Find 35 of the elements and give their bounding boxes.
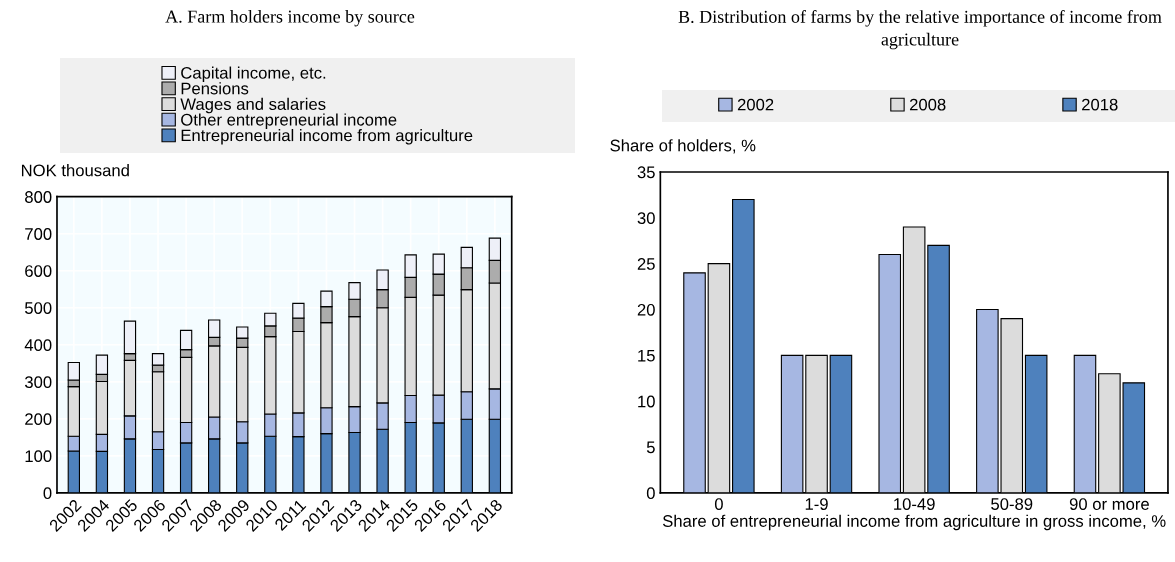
legend-label: 2018 (1082, 98, 1118, 111)
y-tick-label: 35 (637, 166, 655, 179)
y-axis-title: Share of holders, % (610, 139, 756, 154)
y-tick-label: 100 (25, 450, 52, 463)
y-tick-label: 600 (25, 265, 52, 277)
y-tick-label: 10 (638, 395, 655, 408)
legend-label: 2008 (909, 98, 946, 111)
legend-label: 2002 (737, 98, 774, 111)
y-tick-label: 500 (24, 302, 52, 314)
y-tick-label: 25 (637, 258, 655, 270)
legend-label: Other entrepreneurial income (181, 113, 397, 129)
y-tick-label: 200 (25, 413, 52, 426)
y-tick-label: 0 (43, 487, 52, 500)
legend-label: Pensions (181, 82, 249, 95)
x-tick-label: 1-9 (805, 498, 828, 510)
y-tick-label: 5 (646, 441, 655, 454)
x-tick-label: 0 (714, 498, 723, 510)
legend-label: Capital income, etc. (181, 66, 326, 83)
y-tick-label: 20 (637, 303, 655, 316)
x-tick-label: 10-49 (894, 498, 935, 510)
legend-label: Entrepreneurial income from agriculture (181, 129, 473, 145)
chart-title: B. Distribution of farms by the relative importance of income from agriculture (678, 10, 1162, 50)
y-tick-label: 300 (24, 376, 52, 389)
y-tick-label: 0 (646, 487, 655, 500)
y-tick-label: 30 (637, 212, 655, 225)
y-axis-title: NOK thousand (21, 164, 129, 177)
y-tick-label: 700 (25, 228, 52, 240)
legend-label: Wages and salaries (180, 97, 326, 114)
x-tick-label: 90 or more (1069, 498, 1149, 510)
x-axis-title: Share of entrepreneurial income from agriculture in gross income, % (662, 514, 1166, 531)
y-tick-label: 15 (638, 349, 655, 362)
y-tick-label: 400 (24, 339, 52, 351)
chart-title: A. Farm holders income by source (165, 10, 415, 27)
y-tick-label: 800 (25, 191, 52, 203)
x-tick-label: 50-89 (991, 498, 1033, 510)
